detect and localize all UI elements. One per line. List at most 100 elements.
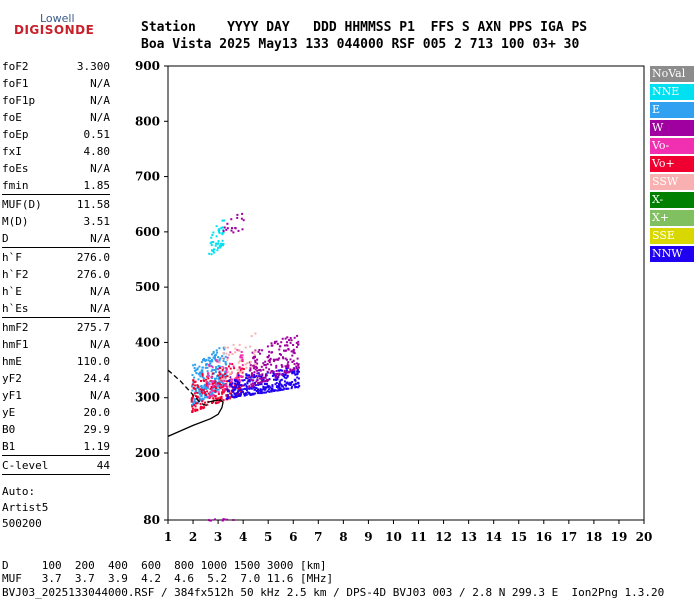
echo-point-e <box>222 379 225 382</box>
echo-point-nnw <box>249 386 252 389</box>
echo-point-vo <box>191 407 194 410</box>
echo-point-w <box>280 353 282 356</box>
echo-point-w <box>279 345 282 348</box>
echo-point-vo <box>211 400 214 403</box>
y-tick-label: 300 <box>135 391 160 405</box>
echo-point-vo <box>219 396 222 399</box>
echo-point-nnw <box>252 386 255 389</box>
echo-point-vo <box>219 385 222 388</box>
echo-point-w <box>289 341 292 344</box>
echo-point-e <box>214 356 216 359</box>
param-name: D <box>2 232 9 245</box>
echo-point-vo <box>233 384 236 387</box>
param-row-hmf2: hmF2 275.7 <box>2 319 110 336</box>
echo-point-nnw <box>274 375 277 378</box>
echo-point-vo <box>207 377 210 380</box>
echo-point-e <box>203 393 206 396</box>
echo-point-e <box>191 385 193 388</box>
echo-point-e <box>210 365 213 367</box>
echo-point-e <box>200 369 203 372</box>
echo-point-nnw <box>233 392 236 395</box>
echo-point-w <box>249 367 252 369</box>
echo-point-e <box>200 361 203 364</box>
echo-point-nnw <box>294 382 297 385</box>
echo-point-w <box>257 350 260 353</box>
echo-point-nnw <box>296 372 299 375</box>
echo-point-nnw <box>278 380 281 383</box>
echo-point-w <box>214 518 216 521</box>
echo-point-vo <box>225 386 228 389</box>
echo-point-w <box>295 362 298 365</box>
echo-point-vo <box>195 402 197 405</box>
echo-point-w <box>232 231 235 234</box>
echo-point-w <box>253 371 256 374</box>
echo-point-w <box>293 336 296 339</box>
echo-point-w <box>267 356 270 359</box>
param-name: B1 <box>2 440 16 453</box>
echo-point-nnw <box>276 377 279 380</box>
echo-point-w <box>231 227 233 230</box>
muf-row: MUF 3.7 3.7 3.9 4.2 4.6 5.2 7.0 11.6 [MH… <box>2 572 334 585</box>
echo-point-e <box>206 387 209 390</box>
echo-point-vo <box>215 359 218 362</box>
echo-point-nnw <box>282 385 285 388</box>
echo-point-nne <box>215 225 218 228</box>
auto-artist: Artist5 <box>2 501 49 514</box>
echo-point-w <box>256 372 259 375</box>
echo-point-nnw <box>291 381 294 383</box>
echo-point-nne <box>218 229 221 231</box>
echo-point-nnw <box>244 387 246 390</box>
echo-point-vo <box>221 376 224 379</box>
echo-point-w <box>266 370 269 373</box>
echo-point-w <box>289 337 292 339</box>
echo-point-e <box>210 370 213 373</box>
echo-point-w <box>270 342 273 345</box>
echo-point-nne <box>223 219 225 222</box>
y-tick-label: 900 <box>135 59 160 73</box>
echo-point-vo <box>206 403 209 406</box>
echo-point-e <box>192 381 195 384</box>
echo-point-nne <box>218 244 221 247</box>
echo-point-nnw <box>280 383 283 386</box>
echo-point-w <box>287 361 290 364</box>
echo-point-e <box>223 348 226 351</box>
echo-point-ssw <box>227 370 230 373</box>
param-row-fof2: foF2 3.300 <box>2 58 110 75</box>
echo-point-nnw <box>270 389 273 392</box>
echo-point-nnw <box>297 377 300 380</box>
echo-point-vo <box>213 381 216 384</box>
echo-point-w <box>283 369 286 372</box>
echo-point-ssw <box>238 370 241 373</box>
echo-point-w <box>207 519 210 522</box>
echo-point-w <box>240 217 243 220</box>
echo-point-nnw <box>253 376 256 379</box>
echo-point-vo <box>217 401 220 404</box>
echo-point-nnw <box>260 383 263 386</box>
legend-item-w: W <box>650 120 694 136</box>
echo-point-w <box>262 377 265 380</box>
echo-point-e <box>193 402 195 405</box>
param-name: fmin <box>2 179 29 192</box>
echo-point-nnw <box>232 390 235 393</box>
echo-point-ssw <box>225 352 228 355</box>
echo-point-nnw <box>285 384 287 387</box>
x-tick-label: 6 <box>289 530 297 544</box>
echo-point-e <box>207 356 210 359</box>
echo-point-e <box>200 384 203 387</box>
echo-point-nnw <box>246 374 249 377</box>
echo-point-w <box>256 358 259 361</box>
legend-item-e: E <box>650 102 694 118</box>
parameter-panel: foF2 3.300 foF1 N/A foF1p N/A foE N/A foEp 0.51 fx… <box>2 58 110 476</box>
echo-point-nne <box>214 244 217 247</box>
echo-point-w <box>265 380 267 382</box>
echo-point-e <box>191 404 193 406</box>
echo-point-vo <box>215 387 218 389</box>
echo-point-w <box>259 377 261 380</box>
echo-point-vo <box>226 375 229 378</box>
echo-point-vo <box>218 382 221 385</box>
echo-point-e <box>204 366 207 369</box>
echo-point-w <box>286 336 289 339</box>
echo-point-vo <box>209 387 212 390</box>
echo-point-e <box>211 387 214 390</box>
echo-point-nnw <box>233 395 236 398</box>
